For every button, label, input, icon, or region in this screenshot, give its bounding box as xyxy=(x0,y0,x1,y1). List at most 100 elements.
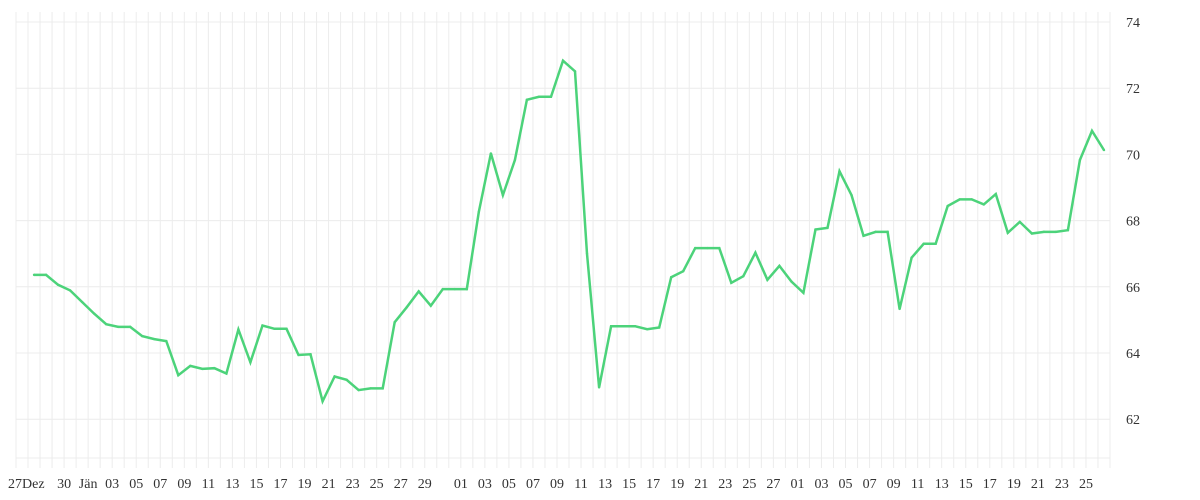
data-point xyxy=(345,378,348,382)
data-point xyxy=(597,386,601,389)
x-tick-label: 11 xyxy=(574,477,587,492)
data-point xyxy=(766,278,769,282)
data-point xyxy=(874,230,877,234)
x-tick-label: 25 xyxy=(370,477,384,492)
data-point xyxy=(742,275,745,278)
data-point xyxy=(465,287,469,291)
data-point xyxy=(946,204,949,208)
x-tick-label: 03 xyxy=(814,477,828,492)
data-point xyxy=(694,246,697,250)
y-tick-label: 62 xyxy=(1126,413,1140,428)
data-point xyxy=(982,203,985,206)
data-point xyxy=(153,337,156,341)
x-tick-label: 21 xyxy=(322,477,336,492)
x-tick-label: 23 xyxy=(1055,477,1069,492)
data-point xyxy=(405,306,408,309)
data-point xyxy=(934,242,937,245)
data-point xyxy=(669,276,673,279)
data-point xyxy=(489,152,493,155)
data-point xyxy=(1006,231,1010,235)
data-point xyxy=(754,251,757,254)
data-point xyxy=(273,327,276,331)
x-tick-label: 15 xyxy=(622,477,636,492)
data-point xyxy=(970,198,973,201)
x-axis: 27Dez 30 Jän 03 05 07 09 11 13 15 17 19 21 23 25 27 29 01… xyxy=(8,477,1093,492)
x-tick-label: 27 xyxy=(394,477,408,492)
x-tick-label: 13 xyxy=(598,477,612,492)
x-tick-label: 17 xyxy=(273,477,287,492)
x-tick-label: 23 xyxy=(718,477,732,492)
x-tick-label: 05 xyxy=(502,477,516,492)
data-point xyxy=(285,327,288,331)
data-point xyxy=(80,300,84,304)
x-tick-label: 17 xyxy=(646,477,660,492)
data-point xyxy=(1054,230,1058,234)
data-point xyxy=(165,339,168,343)
data-point xyxy=(1102,148,1106,152)
data-point xyxy=(525,98,529,101)
data-point xyxy=(838,170,841,173)
data-point xyxy=(237,328,240,331)
data-point xyxy=(297,353,300,357)
data-point xyxy=(886,230,889,234)
data-point xyxy=(850,193,853,197)
data-point xyxy=(1078,158,1082,162)
data-point xyxy=(657,326,661,329)
data-point xyxy=(862,234,865,238)
data-point xyxy=(778,264,781,268)
data-point xyxy=(201,367,204,371)
x-tick-label: 07 xyxy=(153,477,167,492)
data-point xyxy=(537,95,541,99)
data-point xyxy=(561,59,565,62)
data-point xyxy=(453,287,457,291)
x-tick-label: 13 xyxy=(935,477,949,492)
x-tick-label: 09 xyxy=(550,477,564,492)
x-tick-label: 17 xyxy=(983,477,997,492)
data-point xyxy=(718,246,721,250)
data-point xyxy=(417,290,420,293)
data-point xyxy=(44,273,48,277)
data-point xyxy=(1066,228,1070,232)
data-point xyxy=(92,312,96,315)
x-tick-label: 05 xyxy=(129,477,143,492)
x-tick-label: 11 xyxy=(202,477,215,492)
data-point xyxy=(1018,220,1022,224)
y-axis: 62 64 66 68 70 72 74 xyxy=(1126,16,1140,428)
x-tick-label: 19 xyxy=(670,477,684,492)
y-tick-label: 70 xyxy=(1126,148,1140,163)
data-point xyxy=(1030,232,1034,235)
data-point xyxy=(621,324,625,328)
data-point xyxy=(958,198,961,201)
data-point xyxy=(898,307,901,311)
data-point xyxy=(706,246,709,250)
y-tick-label: 68 xyxy=(1126,215,1140,230)
data-point xyxy=(141,334,144,338)
series-line xyxy=(34,58,1106,405)
data-point xyxy=(429,304,432,307)
x-tick-label: Jän xyxy=(79,477,98,492)
data-point xyxy=(261,324,264,327)
data-point xyxy=(56,283,60,287)
x-tick-label: 15 xyxy=(249,477,263,492)
data-point xyxy=(802,291,805,294)
data-point xyxy=(573,70,577,73)
data-point xyxy=(814,228,817,231)
x-tick-label: 25 xyxy=(1079,477,1093,492)
x-tick-label: 01 xyxy=(790,477,804,492)
x-tick-label: 29 xyxy=(418,477,432,492)
y-tick-label: 74 xyxy=(1126,16,1140,31)
data-point xyxy=(333,375,336,378)
data-point xyxy=(393,321,396,324)
data-point xyxy=(309,353,312,356)
data-point xyxy=(609,324,613,328)
x-tick-label: 27 xyxy=(766,477,780,492)
data-point xyxy=(585,252,589,255)
data-point xyxy=(790,280,793,283)
data-point xyxy=(357,388,360,392)
data-point xyxy=(32,273,36,277)
data-point xyxy=(910,256,913,259)
data-point xyxy=(549,95,553,99)
x-tick-label: 11 xyxy=(911,477,924,492)
x-tick-label: 30 xyxy=(57,477,71,492)
